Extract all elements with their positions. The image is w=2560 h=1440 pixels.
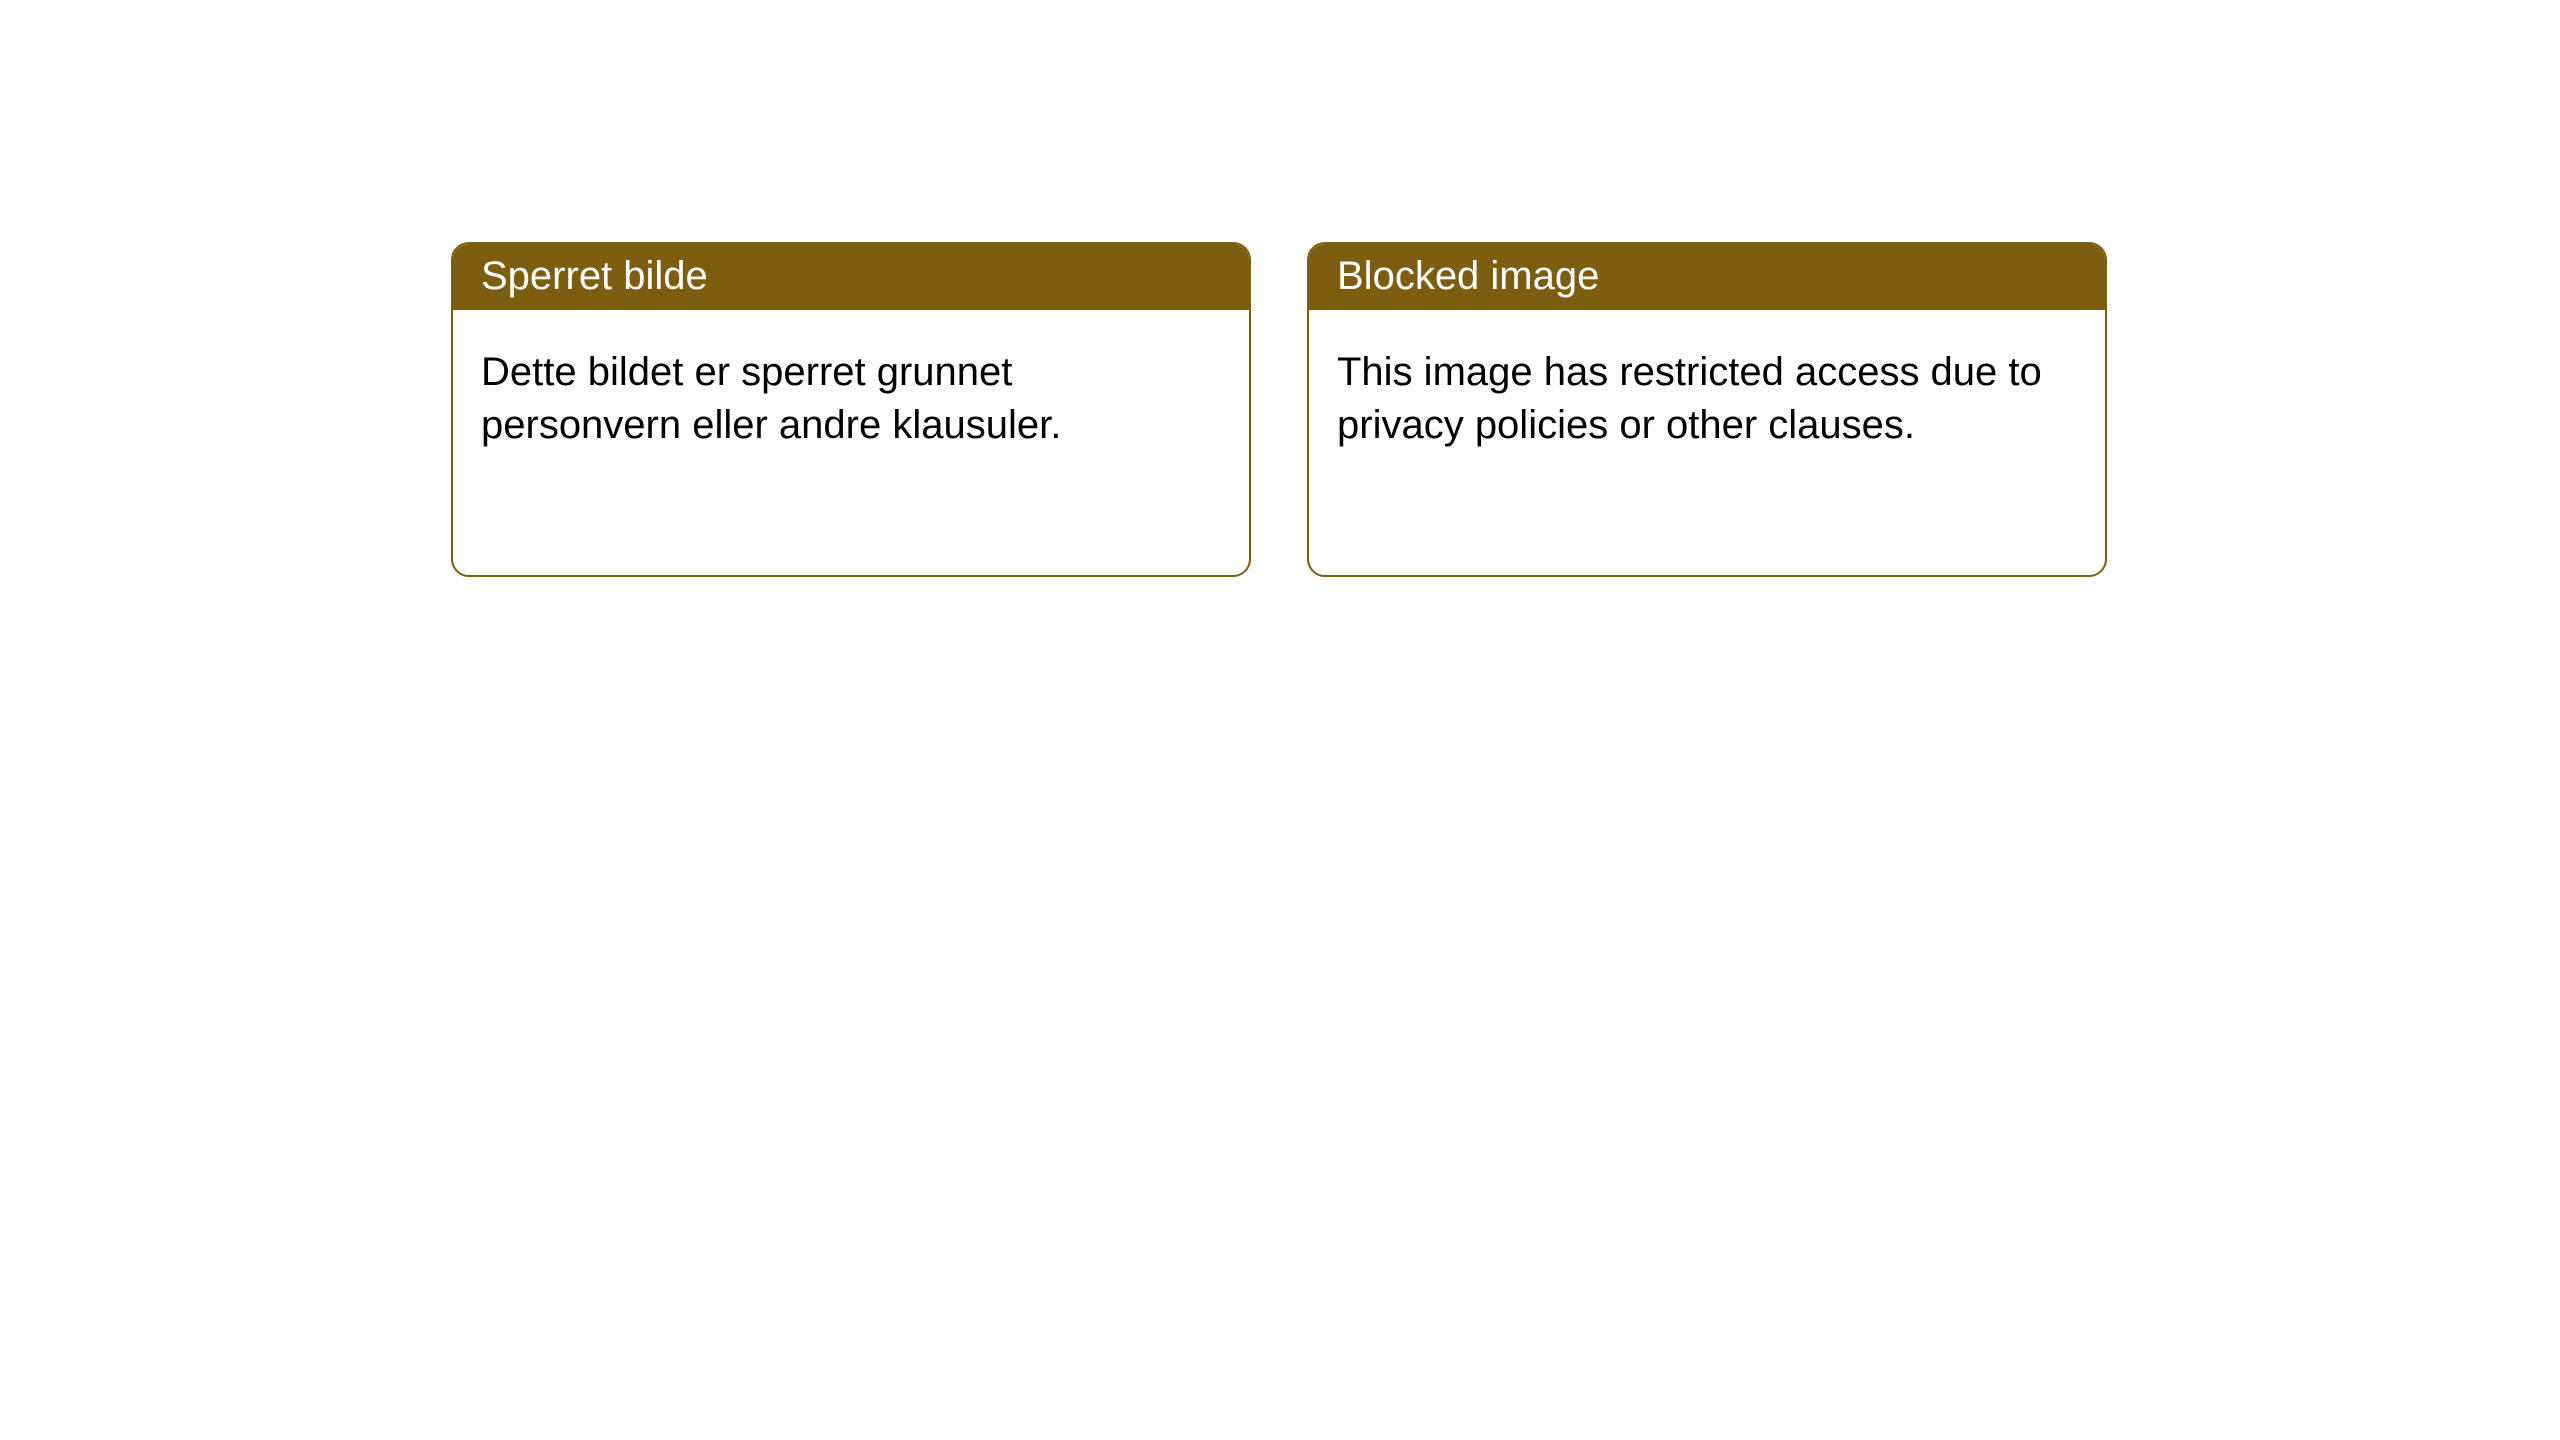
card-body-english: This image has restricted access due to … bbox=[1309, 310, 2105, 480]
card-body-norwegian: Dette bildet er sperret grunnet personve… bbox=[453, 310, 1249, 480]
notice-cards-container: Sperret bilde Dette bildet er sperret gr… bbox=[0, 0, 2560, 577]
blocked-image-card-english: Blocked image This image has restricted … bbox=[1307, 242, 2107, 577]
card-title-norwegian: Sperret bilde bbox=[453, 244, 1249, 310]
blocked-image-card-norwegian: Sperret bilde Dette bildet er sperret gr… bbox=[451, 242, 1251, 577]
card-title-english: Blocked image bbox=[1309, 244, 2105, 310]
